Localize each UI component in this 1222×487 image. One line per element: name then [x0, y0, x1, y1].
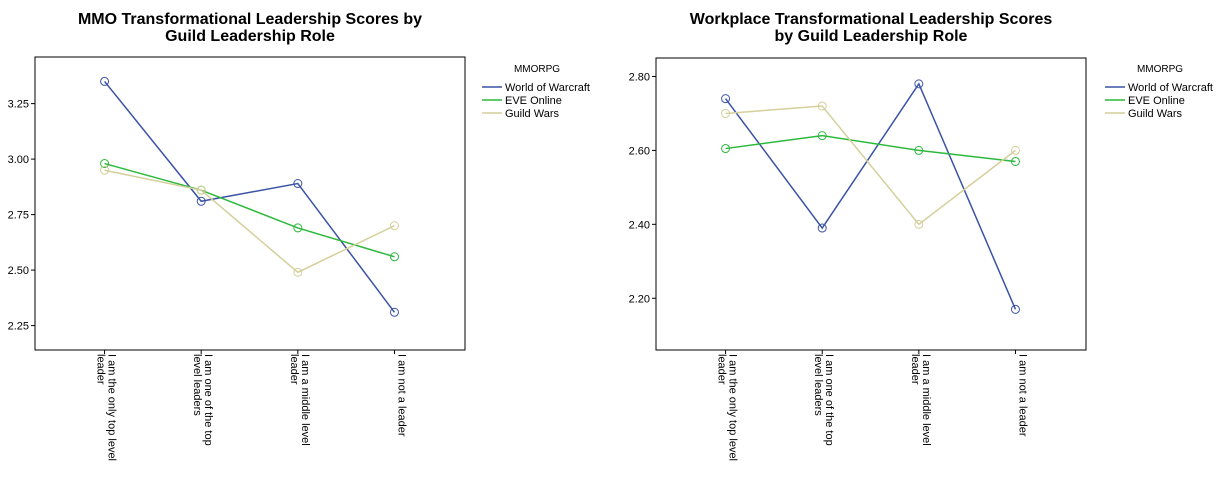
point	[1010, 145, 1020, 155]
x-tick-label: I am a middle levelleader	[909, 354, 932, 446]
point	[100, 76, 110, 86]
chart-title: Workplace Transformational Leadership Sc…	[690, 11, 1053, 45]
x-tick-label: I am not a leader	[1016, 354, 1028, 437]
point	[293, 267, 303, 277]
point	[817, 223, 827, 233]
point	[914, 145, 924, 155]
y-tick-label: 2.75	[8, 210, 29, 222]
y-tick-label: 3.25	[8, 99, 29, 111]
series-line	[725, 134, 1016, 163]
y-tick-label: 2.20	[629, 293, 650, 305]
point	[196, 185, 206, 195]
y-tick-label: 3.00	[8, 154, 29, 166]
legend-label: Guild Wars	[505, 108, 559, 120]
legend-label: EVE Online	[505, 95, 562, 107]
y-tick-label: 2.60	[629, 145, 650, 157]
point	[817, 131, 827, 141]
x-tick-label: I am not a leader	[395, 354, 407, 437]
point	[293, 223, 303, 233]
series-line	[725, 105, 1016, 226]
legend-title: MMORPG	[1137, 64, 1183, 75]
y-tick-label: 2.25	[8, 321, 29, 333]
legend-title: MMORPG	[514, 64, 560, 75]
point	[914, 79, 924, 89]
point	[389, 252, 399, 262]
legend-label: EVE Online	[1128, 95, 1185, 107]
point	[1010, 156, 1020, 166]
series-line	[724, 82, 1017, 310]
plot-frame	[34, 56, 466, 351]
point	[721, 108, 731, 118]
series-line	[104, 162, 395, 258]
x-tick-label: I am one of the toplevel leaders	[191, 354, 214, 446]
point	[293, 179, 303, 189]
point	[389, 221, 399, 231]
point	[721, 94, 731, 104]
point	[721, 144, 731, 154]
point	[100, 159, 110, 169]
point	[389, 307, 399, 317]
legend-label: World of Warcraft	[505, 82, 590, 94]
x-tick-label: I am one of the toplevel leaders	[812, 354, 835, 446]
point	[817, 101, 827, 111]
chart-title: MMO Transformational Leadership Scores b…	[78, 11, 422, 45]
series-line	[103, 80, 396, 313]
series-line	[104, 169, 395, 274]
x-tick-label: I am the only top levelleader	[716, 354, 739, 461]
point	[100, 165, 110, 175]
x-tick-label: I am the only top levelleader	[95, 354, 118, 461]
point	[196, 196, 206, 206]
legend-label: World of Warcraft	[1128, 82, 1213, 94]
y-tick-label: 2.80	[629, 71, 650, 83]
legend-label: Guild Wars	[1128, 108, 1182, 120]
y-tick-label: 2.50	[8, 265, 29, 277]
point	[1010, 304, 1020, 314]
point	[914, 219, 924, 229]
y-tick-label: 2.40	[629, 219, 650, 231]
plot-frame	[655, 57, 1087, 351]
x-tick-label: I am a middle levelleader	[288, 354, 311, 446]
